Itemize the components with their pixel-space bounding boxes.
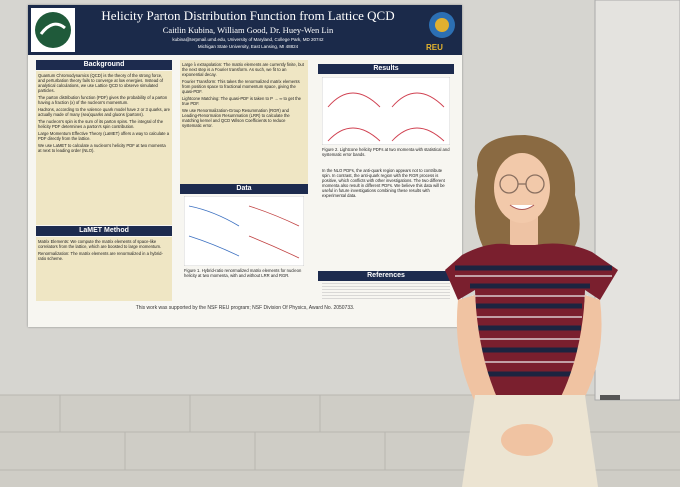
lamet-text: Matrix Elements: We compute the matrix e… [36,237,172,301]
results-caption: Figure 2. Lightcone helicity PDFs at two… [322,147,450,157]
bullet-text: Lightcone Matching: The quasi-PDF is tak… [182,96,301,106]
bullet-text: Hadrons, according to the valence quark … [38,107,170,117]
method-text: Large λ extrapolation: The matrix elemen… [180,60,308,184]
bullet-text: We use Renormalization-Group Resummation… [182,108,290,128]
reu-logo [429,12,455,38]
bullet-text: We use LaMET to calculate a nucleon's he… [38,143,166,153]
email: kubina@terpmail.umd.edu, University of M… [172,37,324,42]
bullet-text: Renormalization: The matrix elements are… [38,251,163,261]
bullet-text: The nucleon's spin is the sum of its par… [38,119,164,129]
poster: REU Helicity Parton Distribution Functio… [28,5,462,327]
section-heading: LaMET Method [36,226,172,236]
data-caption: Figure 1. Hybrid-ratio renormalized matr… [184,268,302,278]
bullet-text: Matrix Elements: We compute the matrix e… [38,239,162,249]
poster-title: Helicity Parton Distribution Function fr… [101,8,395,23]
data-plots [184,196,304,266]
section-heading: Data [180,184,308,194]
background-text: Quantum Chromodynamics (QCD) is the theo… [36,71,172,225]
results-text: In the NLO PDFs, the anti-quark region a… [322,168,445,198]
bullet-text: Large Momentum Effective Theory (LaMET) … [38,131,170,141]
bullet-text: Quantum Chromodynamics (QCD) is the theo… [38,73,164,93]
section-heading: Results [318,64,454,74]
authors: Caitlin Kubina, William Good, Dr. Huey-W… [162,25,334,35]
section-heading: References [318,271,454,281]
title-bar [28,5,462,55]
logo [31,8,75,52]
references-list [322,283,450,299]
results-plots [322,77,450,145]
bullet-text: The parton distribution function (PDF) g… [38,95,168,105]
section-heading: Background [36,60,172,70]
university: Michigan State University, East Lansing,… [197,44,299,49]
badge: REU [426,43,443,52]
bullet-text: Fourier Transform: This takes the renorm… [182,79,300,94]
bullet-text: Large λ extrapolation: The matrix elemen… [182,62,304,77]
footer: This work was supported by the NSF REU p… [135,305,355,311]
